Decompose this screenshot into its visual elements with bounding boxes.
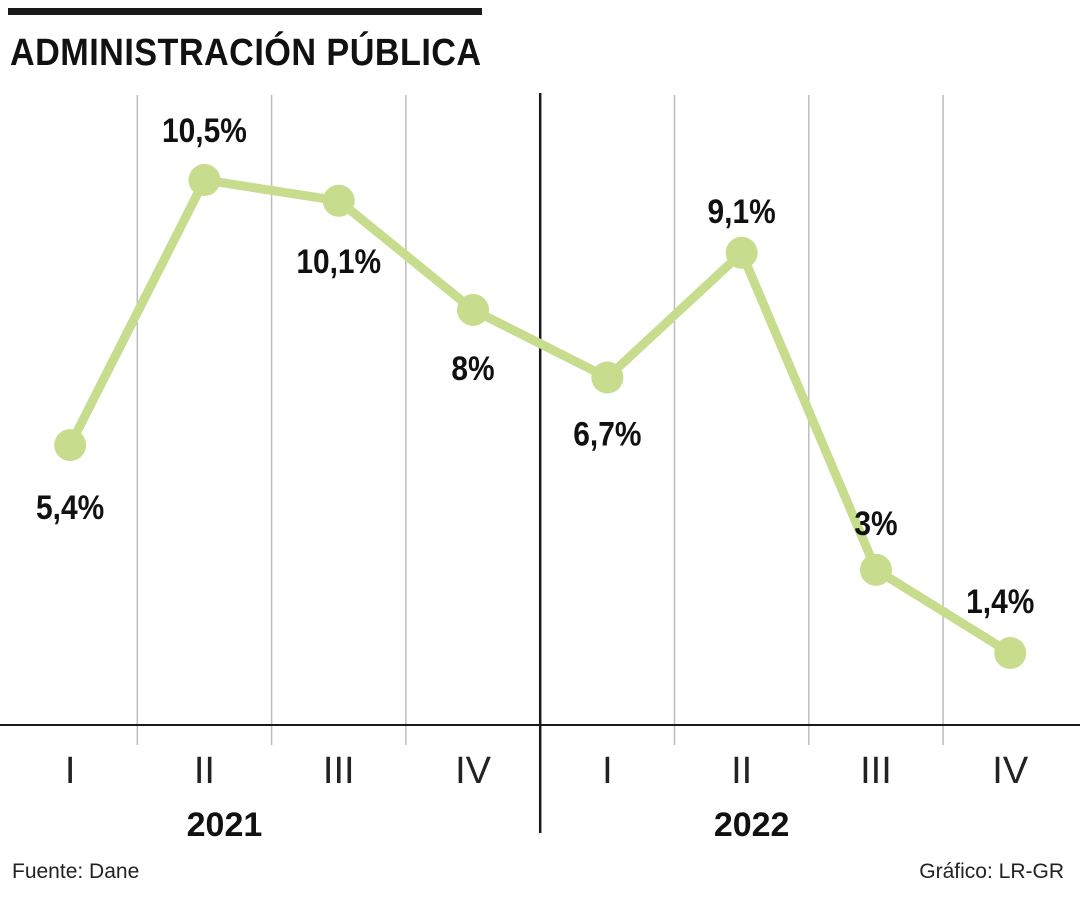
data-point-1: [54, 429, 87, 462]
series-line: [65, 175, 1015, 658]
data-label-2: 10,5%: [162, 111, 247, 149]
x-tick-label-5: I: [602, 750, 613, 792]
x-tick-label-7: III: [860, 750, 892, 792]
chart-title: ADMINISTRACIÓN PÚBLICA: [10, 32, 482, 74]
data-label-4: 8%: [451, 349, 494, 387]
top-rule: [8, 8, 482, 15]
year-label-2021: 2021: [187, 806, 263, 844]
data-point-2: [188, 164, 221, 196]
year-label-2022: 2022: [714, 806, 790, 844]
data-point-5: [591, 361, 624, 394]
x-tick-label-4: IV: [455, 750, 492, 792]
x-tick-label-2: II: [194, 750, 215, 792]
x-tick-label-1: I: [65, 750, 76, 792]
source-note: Fuente: Dane: [12, 860, 140, 883]
data-point-6: [725, 236, 758, 269]
data-point-3: [322, 184, 355, 217]
x-tick-label-8: IV: [992, 750, 1029, 792]
data-point-8: [994, 637, 1027, 669]
data-point-4: [457, 293, 490, 326]
data-label-7: 3%: [854, 504, 897, 542]
data-label-3: 10,1%: [296, 242, 381, 280]
x-tick-label-6: II: [731, 750, 752, 792]
data-label-8: 1,4%: [966, 582, 1034, 620]
data-label-1: 5,4%: [36, 488, 104, 526]
x-tick-label-3: III: [323, 750, 355, 792]
data-label-5: 6,7%: [573, 415, 641, 453]
data-label-6: 9,1%: [708, 192, 776, 230]
graphic-credit: Gráfico: LR-GR: [919, 860, 1064, 883]
data-point-7: [859, 553, 892, 586]
